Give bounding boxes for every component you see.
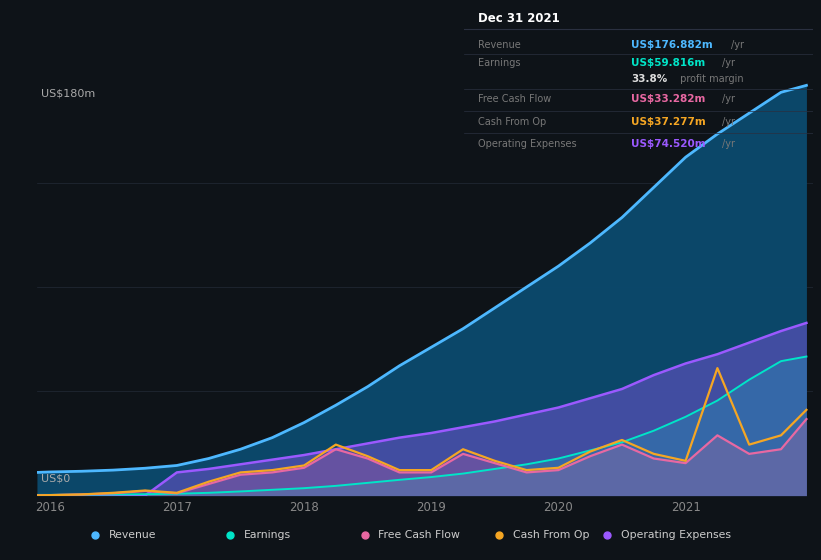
Text: US$33.282m: US$33.282m (631, 94, 706, 104)
Text: US$180m: US$180m (41, 89, 95, 99)
Text: /yr: /yr (722, 58, 735, 68)
Text: Earnings: Earnings (244, 530, 291, 540)
Text: US$37.277m: US$37.277m (631, 116, 706, 127)
Text: US$176.882m: US$176.882m (631, 40, 713, 50)
Text: Revenue: Revenue (109, 530, 156, 540)
Text: profit margin: profit margin (677, 74, 743, 84)
Text: Operating Expenses: Operating Expenses (621, 530, 731, 540)
Text: 33.8%: 33.8% (631, 74, 667, 84)
Text: Dec 31 2021: Dec 31 2021 (478, 12, 560, 25)
Text: Revenue: Revenue (478, 40, 521, 50)
Text: /yr: /yr (722, 116, 735, 127)
Text: Cash From Op: Cash From Op (513, 530, 589, 540)
Text: /yr: /yr (722, 139, 735, 149)
Text: Free Cash Flow: Free Cash Flow (378, 530, 460, 540)
Text: Cash From Op: Cash From Op (478, 116, 546, 127)
Text: /yr: /yr (732, 40, 744, 50)
Text: Earnings: Earnings (478, 58, 521, 68)
Text: US$74.520m: US$74.520m (631, 139, 706, 149)
Text: Free Cash Flow: Free Cash Flow (478, 94, 551, 104)
Text: US$59.816m: US$59.816m (631, 58, 705, 68)
Text: Operating Expenses: Operating Expenses (478, 139, 576, 149)
Text: /yr: /yr (722, 94, 735, 104)
Text: US$0: US$0 (41, 474, 70, 484)
